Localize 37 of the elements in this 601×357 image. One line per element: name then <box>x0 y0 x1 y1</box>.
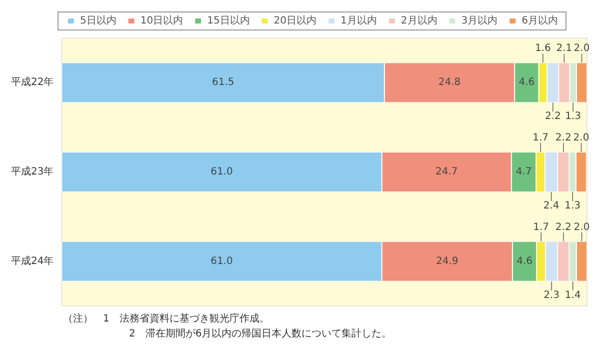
data-label: 24.7 <box>435 166 458 178</box>
legend-label: 6月以内 <box>522 14 558 26</box>
y-tick-label: 平成24年 <box>10 254 54 267</box>
data-label: 2.0 <box>574 222 590 233</box>
text: （注） 1 法務省資料に基づき観光庁作成。 <box>63 312 270 324</box>
data-label: 61.5 <box>212 77 234 88</box>
legend-label: 2月以内 <box>400 14 438 26</box>
legend-label: 5日以内 <box>80 14 116 26</box>
data-label: 1.7 <box>533 222 550 233</box>
data-label: 2.2 <box>544 111 561 122</box>
data-label: 1.6 <box>534 43 551 54</box>
data-label: 2.1 <box>556 43 572 54</box>
data-label: 2.2 <box>555 222 572 233</box>
legend-label: 1月以内 <box>340 14 377 26</box>
y-tick-label: 平成23年 <box>10 166 54 178</box>
data-label: 1.3 <box>565 111 582 122</box>
data-label: 24.9 <box>436 256 458 267</box>
data-label: 24.8 <box>438 77 461 88</box>
data-label: 4.7 <box>516 166 532 178</box>
data-label: 2.4 <box>543 200 560 212</box>
data-label: 1.7 <box>532 132 549 144</box>
data-label: 2.0 <box>573 132 590 144</box>
data-label: 61.0 <box>210 256 233 267</box>
data-label: 1.4 <box>564 290 581 301</box>
legend-label: 10日以内 <box>140 14 184 26</box>
data-label: 61.0 <box>210 166 233 178</box>
data-label: 2.3 <box>544 290 560 301</box>
data-label: 2.0 <box>574 43 590 54</box>
text: 2 滞在期間が6月以内の帰国日本人数について集計した。 <box>129 328 392 340</box>
data-label: 2.2 <box>555 132 572 144</box>
legend-label: 20日以内 <box>274 14 317 26</box>
data-label: 4.6 <box>518 77 535 88</box>
data-label: 1.3 <box>564 200 581 212</box>
data-label: 4.6 <box>516 256 533 267</box>
legend-label: 15日以内 <box>207 14 250 26</box>
legend-label: 3月以内 <box>461 14 498 26</box>
y-tick-label: 平成22年 <box>10 76 54 88</box>
